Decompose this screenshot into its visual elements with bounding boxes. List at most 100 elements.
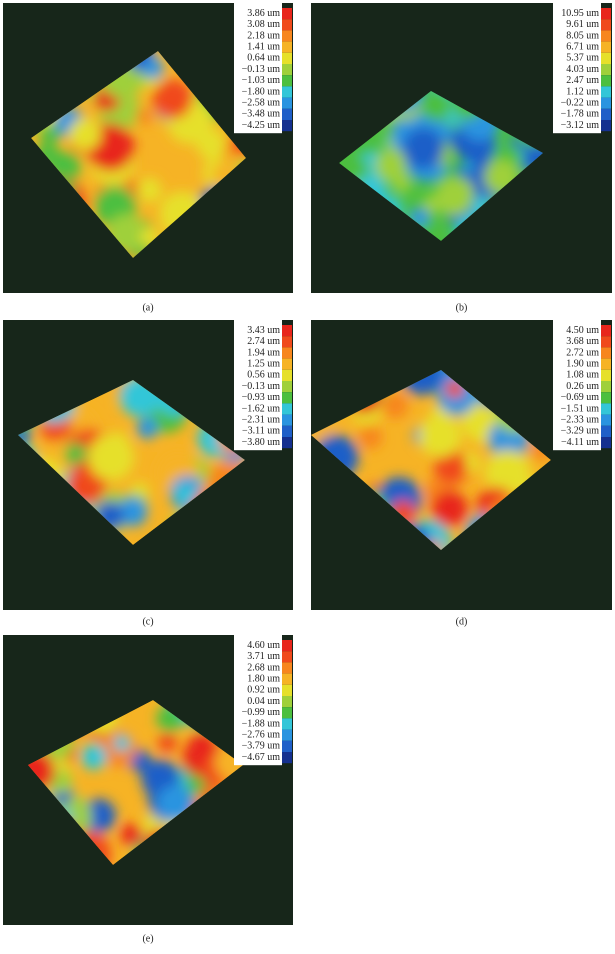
colorbar-label: −2.76 um xyxy=(242,729,281,740)
colorbar-swatch xyxy=(282,381,292,393)
surface-patch xyxy=(433,449,468,484)
panel: 3.86 um3.08 um2.18 um1.41 um0.64 um−0.13… xyxy=(3,3,293,313)
colorbar-label: −3.48 um xyxy=(242,109,281,120)
colorbar-swatch xyxy=(282,347,292,359)
colorbar-label: −0.13 um xyxy=(242,381,281,392)
colorbar-label: 0.26 um xyxy=(566,381,599,392)
colorbar-label: 2.68 um xyxy=(247,662,280,673)
colorbar-label: −0.22 um xyxy=(561,97,600,108)
surface-patch xyxy=(152,79,193,120)
surface-patch xyxy=(484,450,531,496)
colorbar-swatch xyxy=(601,381,611,393)
colorbar-swatch xyxy=(601,414,611,426)
colorbar-swatch xyxy=(282,640,292,652)
colorbar-swatch xyxy=(282,336,292,348)
colorbar-label: 10.95 um xyxy=(561,8,599,19)
surface-patch xyxy=(214,742,243,781)
colorbar-swatch xyxy=(282,325,292,337)
colorbar-label: 9.61 um xyxy=(566,19,599,30)
colorbar-label: 1.41 um xyxy=(247,41,280,52)
colorbar-label: 0.64 um xyxy=(247,53,280,64)
colorbar-swatch xyxy=(282,120,292,132)
colorbar-label: 3.08 um xyxy=(247,19,280,30)
colorbar-swatch xyxy=(601,64,611,76)
colorbar-label: −4.25 um xyxy=(242,120,281,131)
colorbar-label: −2.31 um xyxy=(242,414,281,425)
caption: (d) xyxy=(456,616,468,627)
colorbar-swatch xyxy=(282,696,292,708)
caption: (a) xyxy=(142,302,153,313)
surface-patch xyxy=(113,734,131,752)
colorbar-label: −4.11 um xyxy=(561,437,599,448)
colorbar-swatch xyxy=(601,86,611,98)
colorbar-swatch xyxy=(601,392,611,404)
colorbar-swatch xyxy=(282,718,292,730)
surface-patch xyxy=(87,434,135,481)
colorbar-swatch xyxy=(601,336,611,348)
colorbar-label: 3.71 um xyxy=(247,651,280,662)
panel: 4.50 um3.68 um2.72 um1.90 um1.08 um0.26 … xyxy=(311,320,612,627)
surface-patch xyxy=(175,483,196,505)
colorbar-label: 2.18 um xyxy=(247,30,280,41)
colorbar-swatch xyxy=(282,740,292,752)
surface-patch xyxy=(142,57,164,80)
colorbar-label: 1.25 um xyxy=(247,358,280,369)
colorbar-swatch xyxy=(282,41,292,53)
colorbar-label: 3.43 um xyxy=(247,325,280,336)
colorbar-label: 8.05 um xyxy=(566,30,599,41)
surface-patch xyxy=(434,177,474,216)
surface-patch xyxy=(117,497,148,527)
surface-patch xyxy=(157,732,178,753)
colorbar-swatch xyxy=(601,8,611,20)
colorbar-label: 4.03 um xyxy=(566,64,599,75)
colorbar-label: −0.13 um xyxy=(242,64,281,75)
surface-patch xyxy=(381,391,409,419)
surface-patch xyxy=(374,148,408,183)
colorbar-label: −1.78 um xyxy=(561,109,600,120)
colorbar-label: 3.86 um xyxy=(247,8,280,19)
colorbar-label-box xyxy=(553,320,601,451)
colorbar-label: 1.94 um xyxy=(247,347,280,358)
colorbar-swatch xyxy=(282,97,292,109)
colorbar-swatch xyxy=(282,52,292,64)
colorbar-label: −2.33 um xyxy=(561,414,600,425)
surface-patch xyxy=(65,442,87,465)
colorbar-label: −3.79 um xyxy=(242,741,281,752)
colorbar-label-box xyxy=(234,320,282,451)
colorbar-label: 1.08 um xyxy=(566,370,599,381)
colorbar-swatch xyxy=(282,662,292,674)
colorbar-swatch xyxy=(282,392,292,404)
colorbar-swatch xyxy=(601,325,611,337)
colorbar-label: 4.50 um xyxy=(566,325,599,336)
surface-patch xyxy=(358,424,383,450)
surface-patch xyxy=(81,743,107,770)
colorbar-label: −1.03 um xyxy=(242,75,281,86)
colorbar-label: 0.56 um xyxy=(247,370,280,381)
colorbar-swatch xyxy=(282,425,292,437)
colorbar-label: −1.62 um xyxy=(242,403,281,414)
colorbar-label: 0.04 um xyxy=(247,696,280,707)
surface-patch xyxy=(28,750,56,792)
colorbar-label: −1.80 um xyxy=(242,86,281,97)
caption: (b) xyxy=(456,302,468,313)
colorbar-label: −0.93 um xyxy=(242,392,281,403)
colorbar-swatch xyxy=(282,64,292,76)
colorbar-swatch xyxy=(601,358,611,370)
colorbar-label: 2.47 um xyxy=(566,75,599,86)
colorbar-swatch xyxy=(282,651,292,663)
colorbar-swatch xyxy=(282,369,292,381)
colorbar-label: 4.60 um xyxy=(247,640,280,651)
colorbar-swatch xyxy=(601,120,611,132)
colorbar-swatch xyxy=(601,30,611,42)
colorbar-label-box xyxy=(234,3,282,134)
colorbar-label: 1.90 um xyxy=(566,358,599,369)
colorbar-swatch xyxy=(282,707,292,719)
colorbar-swatch xyxy=(601,75,611,87)
colorbar-label-box xyxy=(234,635,282,766)
colorbar-swatch xyxy=(601,369,611,381)
caption: (e) xyxy=(142,933,153,944)
colorbar-label: 1.80 um xyxy=(247,673,280,684)
colorbar-swatch xyxy=(601,19,611,31)
surface-patch xyxy=(120,823,143,846)
